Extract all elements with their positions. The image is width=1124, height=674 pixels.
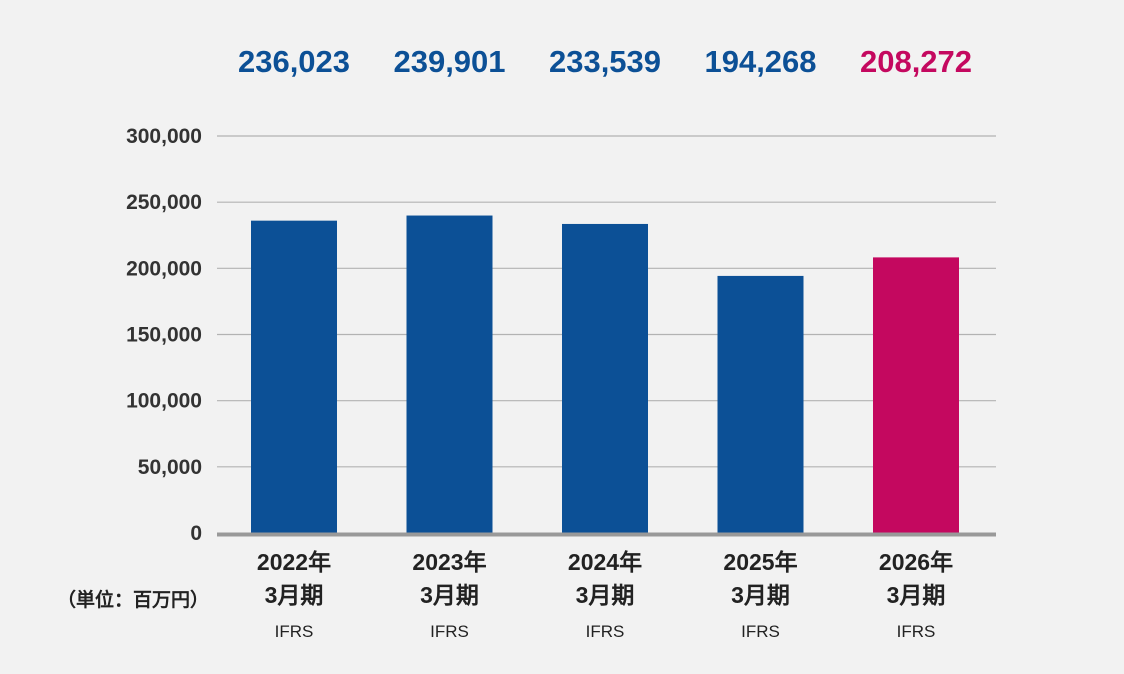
- x-tick-label-standard: IFRS: [741, 622, 780, 641]
- x-tick-label-standard: IFRS: [897, 622, 936, 641]
- x-tick-label-period: 3月期: [265, 582, 324, 608]
- y-tick-label: 100,000: [126, 390, 202, 413]
- x-tick-label-period: 3月期: [576, 582, 635, 608]
- y-tick-label: 200,000: [126, 257, 202, 280]
- x-tick-labels: 2022年 3月期 IFRS 2023年 3月期 IFRS 2024年 3月期 IFRS 2025…: [257, 549, 953, 641]
- x-tick-label-year: 2023年: [412, 549, 486, 575]
- x-tick-label-standard: IFRS: [430, 622, 469, 641]
- bar: [562, 223, 648, 533]
- y-tick-labels: 0 50,000 100,000 150,000 200,000 250,000 300,0…: [126, 125, 202, 545]
- x-tick-label-period: 3月期: [731, 582, 790, 608]
- bars: [251, 215, 959, 533]
- x-tick-label-standard: IFRS: [275, 622, 314, 641]
- data-label: 239,901: [393, 44, 505, 79]
- x-tick-label-year: 2025年: [723, 549, 797, 575]
- x-tick-label-period: 3月期: [420, 582, 479, 608]
- bar: [406, 215, 493, 533]
- y-tick-label: 0: [190, 522, 202, 545]
- x-tick-label-period: 3月期: [887, 582, 946, 608]
- data-label: 194,268: [704, 44, 816, 79]
- data-label: 208,272: [860, 44, 972, 79]
- x-tick-label-year: 2024年: [568, 549, 642, 575]
- bar: [251, 220, 337, 533]
- bar: [873, 257, 959, 533]
- data-label: 236,023: [238, 44, 350, 79]
- x-tick-label-year: 2026年: [879, 549, 953, 575]
- y-tick-label: 150,000: [126, 324, 202, 347]
- data-label: 233,539: [549, 44, 661, 79]
- y-tick-label: 300,000: [126, 125, 202, 148]
- y-tick-label: 50,000: [138, 456, 202, 479]
- bar: [717, 275, 804, 533]
- unit-label: （単位：百万円）: [57, 588, 209, 611]
- data-labels: 236,023 239,901 233,539 194,268 208,272: [238, 44, 972, 79]
- y-tick-label: 250,000: [126, 191, 202, 214]
- x-tick-label-standard: IFRS: [586, 622, 625, 641]
- x-tick-label-year: 2022年: [257, 549, 331, 575]
